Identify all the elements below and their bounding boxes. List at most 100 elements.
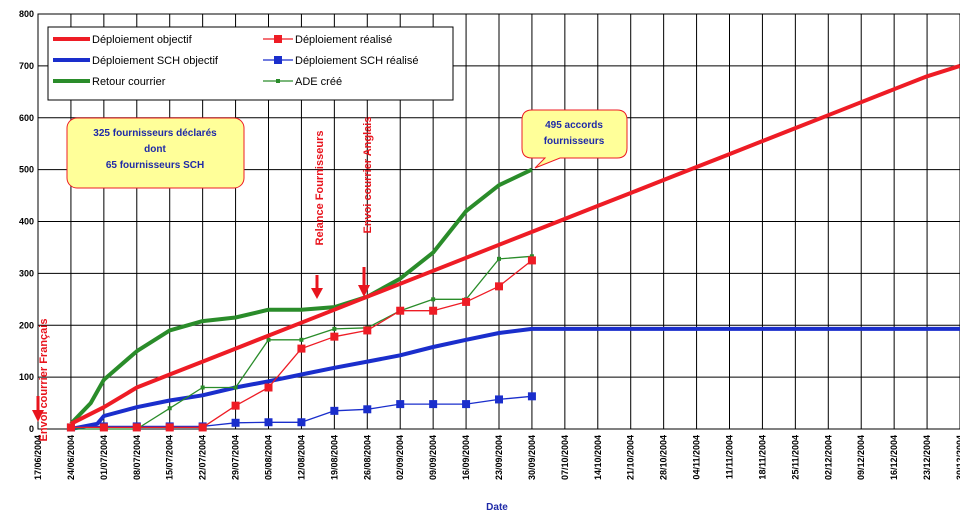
data-point xyxy=(297,418,306,427)
data-point xyxy=(167,406,172,411)
legend-label-deploiement-realise: Déploiement réalisé xyxy=(295,34,392,46)
series-line xyxy=(69,167,533,426)
data-point xyxy=(429,306,438,315)
annotation-relance: Relance Fournisseurs xyxy=(311,131,326,299)
data-point xyxy=(495,395,503,404)
callout-accords: 495 accords fournisseurs xyxy=(521,109,628,169)
legend-item-retour-courrier: Retour courrier xyxy=(53,76,166,88)
data-point xyxy=(396,306,405,315)
y-tick-label: 300 xyxy=(19,268,34,278)
arrowhead-envoi-fr xyxy=(32,410,44,422)
data-point xyxy=(529,254,534,259)
data-point xyxy=(200,385,205,390)
data-point xyxy=(132,423,141,432)
y-tick-label: 500 xyxy=(19,165,34,175)
callout-accords-line-1: 495 accords xyxy=(545,120,603,131)
x-tick-label: 30/09/2004 xyxy=(527,435,537,480)
series-line xyxy=(70,63,960,426)
data-point xyxy=(231,401,240,410)
annotation-envoi-en: Envoi courrier Anglais xyxy=(358,117,374,297)
x-tick-label: 28/10/2004 xyxy=(659,435,669,480)
data-point xyxy=(264,418,273,427)
data-point xyxy=(396,400,405,409)
x-tick-label: 07/10/2004 xyxy=(560,435,570,480)
legend-label-retour-courrier: Retour courrier xyxy=(92,76,166,88)
series-layer xyxy=(66,63,960,432)
legend-label-sch-objectif: Déploiement SCH objectif xyxy=(92,55,219,67)
x-tick-label: 11/11/2004 xyxy=(725,435,735,479)
callout-declared-line-2: dont xyxy=(144,144,166,155)
x-tick-label: 22/07/2004 xyxy=(198,435,208,480)
data-point xyxy=(363,326,372,335)
data-point xyxy=(299,337,304,342)
x-tick-label: 02/12/2004 xyxy=(823,435,833,480)
data-point xyxy=(497,256,501,261)
series-deploiement-realise xyxy=(66,256,536,432)
y-tick-label: 800 xyxy=(19,9,34,19)
x-tick-label: 12/08/2004 xyxy=(296,435,306,480)
y-tick-label: 0 xyxy=(29,424,34,434)
data-point xyxy=(330,406,339,415)
data-point xyxy=(462,400,471,409)
annotation-envoi-en-text: Envoi courrier Anglais xyxy=(362,117,374,234)
data-point xyxy=(266,337,271,342)
x-tick-label: 15/07/2004 xyxy=(165,435,175,480)
x-tick-label: 05/08/2004 xyxy=(264,435,274,480)
x-tick-label: 17/06/2004 xyxy=(33,435,43,480)
data-point xyxy=(527,256,536,265)
x-tick-label: 25/11/2004 xyxy=(790,435,800,480)
x-tick-label: 04/11/2004 xyxy=(692,435,702,480)
y-axis-ticks: 0 100 200 300 400 500 600 700 800 xyxy=(19,9,34,434)
series-deploiement-objectif xyxy=(70,63,960,426)
data-point xyxy=(66,423,75,432)
arrowhead-relance xyxy=(311,288,323,299)
data-point xyxy=(429,400,438,409)
data-point xyxy=(99,423,108,432)
data-point xyxy=(297,344,306,353)
data-point xyxy=(527,392,536,401)
legend-label-ade-cree: ADE créé xyxy=(295,76,342,88)
y-tick-label: 700 xyxy=(19,61,34,71)
x-axis-title: Date xyxy=(486,502,508,513)
y-tick-label: 200 xyxy=(19,320,34,330)
x-tick-label: 23/09/2004 xyxy=(494,435,504,480)
callout-declared-line-1: 325 fournisseurs déclarés xyxy=(93,128,217,139)
x-tick-label: 16/12/2004 xyxy=(889,435,899,480)
x-tick-label: 18/11/2004 xyxy=(757,435,767,480)
x-tick-label: 02/09/2004 xyxy=(395,435,405,480)
data-point xyxy=(198,423,207,432)
x-tick-label: 14/10/2004 xyxy=(593,435,603,480)
legend-box xyxy=(47,26,454,101)
callout-declared-box xyxy=(66,117,245,189)
x-axis-ticks: 17/06/2004 24/06/2004 01/07/2004 08/07/2004… xyxy=(33,435,960,480)
data-point xyxy=(231,418,240,427)
x-tick-label: 30/12/2004 xyxy=(955,435,960,480)
callout-accords-box xyxy=(521,109,628,169)
x-tick-label: 29/07/2004 xyxy=(231,435,241,480)
callout-declared: 325 fournisseurs déclarés dont 65 fourni… xyxy=(66,117,245,189)
data-point xyxy=(264,383,273,392)
x-tick-label: 24/06/2004 xyxy=(66,435,76,480)
legend: Déploiement objectif Déploiement réalisé… xyxy=(47,26,454,101)
y-tick-label: 100 xyxy=(19,372,34,382)
data-point xyxy=(462,297,471,306)
data-point xyxy=(363,405,372,414)
y-tick-label: 400 xyxy=(19,217,34,227)
x-tick-label: 16/09/2004 xyxy=(461,435,471,480)
x-tick-label: 08/07/2004 xyxy=(132,435,142,480)
legend-item-sch-realise: Déploiement SCH réalisé xyxy=(263,55,419,67)
legend-item-deploiement-realise: Déploiement réalisé xyxy=(263,34,392,46)
annotation-envoi-fr-text: Envoi courrier Français xyxy=(38,319,50,442)
callout-declared-line-3: 65 fournisseurs SCH xyxy=(106,160,204,171)
x-tick-label: 01/07/2004 xyxy=(99,435,109,480)
x-tick-label: 09/09/2004 xyxy=(428,435,438,480)
annotation-envoi-fr: Envoi courrier Français xyxy=(32,319,50,442)
data-point xyxy=(233,385,238,390)
annotation-relance-text: Relance Fournisseurs xyxy=(314,131,326,246)
data-point xyxy=(495,282,503,291)
callout-accords-line-2: fournisseurs xyxy=(544,136,605,147)
series-deploiement-sch-objectif xyxy=(70,326,960,431)
data-point xyxy=(332,326,337,331)
y-tick-label: 600 xyxy=(19,113,34,123)
